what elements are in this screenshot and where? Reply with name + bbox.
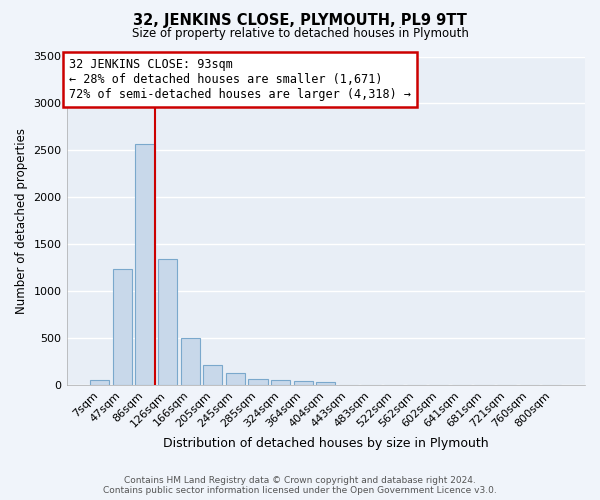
Text: Contains HM Land Registry data © Crown copyright and database right 2024.
Contai: Contains HM Land Registry data © Crown c…: [103, 476, 497, 495]
Bar: [271, 380, 290, 385]
X-axis label: Distribution of detached houses by size in Plymouth: Distribution of detached houses by size …: [163, 437, 488, 450]
Bar: [113, 268, 132, 385]
Text: 32 JENKINS CLOSE: 93sqm
← 28% of detached houses are smaller (1,671)
72% of semi: 32 JENKINS CLOSE: 93sqm ← 28% of detache…: [69, 58, 411, 101]
Y-axis label: Number of detached properties: Number of detached properties: [15, 128, 28, 314]
Bar: [316, 382, 335, 385]
Text: 32, JENKINS CLOSE, PLYMOUTH, PL9 9TT: 32, JENKINS CLOSE, PLYMOUTH, PL9 9TT: [133, 12, 467, 28]
Bar: [203, 365, 223, 385]
Bar: [158, 259, 177, 385]
Bar: [136, 144, 155, 385]
Bar: [293, 381, 313, 385]
Bar: [90, 380, 109, 385]
Text: Size of property relative to detached houses in Plymouth: Size of property relative to detached ho…: [131, 28, 469, 40]
Bar: [181, 338, 200, 385]
Bar: [248, 380, 268, 385]
Bar: [226, 372, 245, 385]
